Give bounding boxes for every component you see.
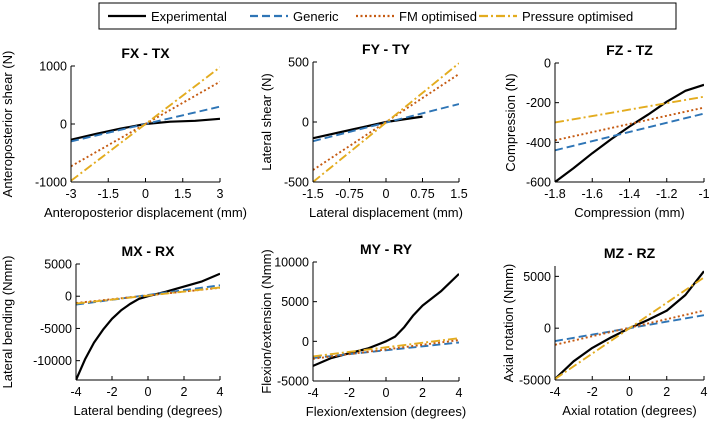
- y-tick-label: 0: [60, 118, 67, 132]
- series-line-pressure-optimised: [313, 337, 459, 358]
- y-axis-label: Axial rotation (Nmm): [501, 264, 516, 382]
- series-line-experimental: [313, 273, 459, 367]
- x-tick-label: 2: [181, 385, 188, 399]
- series-line-fm-optimised: [313, 339, 459, 360]
- chart-my-ry: -4 -2 0 2 4 -5000 0 5000 10000 MY - RY Flexion/ext…: [259, 241, 466, 419]
- x-tick-label: -2: [344, 386, 355, 400]
- y-tick-label: -400: [526, 136, 551, 150]
- x-tick-label: -1.5: [302, 187, 324, 201]
- series-line-experimental: [555, 270, 704, 380]
- chart-title: MY - RY: [360, 241, 413, 257]
- y-axis-label: Lateral shear (N): [259, 73, 274, 171]
- x-tick-label: 0: [383, 386, 390, 400]
- y-tick-label: -5000: [40, 322, 72, 336]
- x-tick-label: -2: [587, 385, 598, 399]
- x-tick-label: -1.8: [544, 187, 566, 201]
- series-line-fm-optimised: [313, 73, 459, 171]
- y-tick-label: 5000: [44, 258, 72, 272]
- x-tick-label: -4: [549, 385, 560, 399]
- x-axis-label: Anteroposterior displacement (mm): [44, 205, 247, 220]
- chart-title: MX - RX: [122, 243, 176, 259]
- x-tick-label: 1.5: [450, 187, 467, 201]
- y-axis-label: Flexion/extension (Nmm): [259, 249, 274, 394]
- y-tick-label: 0: [544, 57, 551, 71]
- chart-mx-rx: -4 -2 0 2 4 -10000 -5000 0 5000 MX - RX Lateral be…: [0, 243, 224, 418]
- chart-title: FY - TY: [362, 41, 411, 57]
- y-tick-label: -600: [526, 176, 551, 190]
- x-tick-label: 0: [145, 385, 152, 399]
- series-line-pressure-optimised: [555, 276, 704, 380]
- y-tick-label: -5000: [277, 375, 309, 389]
- legend: Experimental Generic FM optimised Pressu…: [98, 2, 677, 30]
- legend-label-generic: Generic: [293, 9, 339, 24]
- series-line-experimental: [313, 115, 423, 140]
- x-tick-label: 0.75: [410, 187, 434, 201]
- y-tick-label: 0: [544, 322, 551, 336]
- y-axis-label: Anteroposterior shear (N): [0, 51, 15, 198]
- x-axis-label: Compression (mm): [574, 205, 685, 220]
- x-tick-label: 3: [217, 187, 224, 201]
- x-tick-label: 0: [626, 385, 633, 399]
- x-tick-label: 4: [456, 386, 463, 400]
- y-tick-label: -1000: [35, 176, 67, 190]
- x-axis-label: Lateral displacement (mm): [309, 205, 463, 220]
- y-axis-label: Compression (N): [503, 73, 518, 171]
- series-line-pressure-optimised: [76, 286, 220, 305]
- series-line-experimental: [76, 272, 220, 380]
- y-tick-label: 1000: [39, 60, 67, 74]
- legend-label-pressure-optimised: Pressure optimised: [522, 9, 633, 24]
- series-line-fm-optimised: [555, 309, 704, 346]
- legend-label-experimental: Experimental: [151, 9, 227, 24]
- series-line-experimental: [555, 83, 704, 182]
- chart-title: MZ - RZ: [604, 245, 656, 261]
- chart-fy-ty: -1.5 -0.75 0 0.75 1.5 -500 0 500 FY - TY Lateral …: [259, 41, 468, 220]
- y-tick-label: 5000: [523, 270, 551, 284]
- x-tick-label: 0: [142, 187, 149, 201]
- series-line-fm-optimised: [555, 106, 704, 142]
- chart-mz-rz: -4 -2 0 2 4 -5000 0 5000 MZ - RZ Axial rotation (…: [501, 245, 708, 418]
- y-tick-label: -500: [284, 176, 309, 190]
- series-line-experimental: [71, 117, 220, 141]
- x-tick-label: -2: [106, 385, 117, 399]
- x-axis-label: Lateral bending (degrees): [74, 403, 223, 418]
- legend-label-fm-optimised: FM optimised: [399, 9, 477, 24]
- x-tick-label: 0: [383, 187, 390, 201]
- x-axis-label: Axial rotation (degrees): [562, 403, 696, 418]
- x-tick-label: -0.75: [335, 187, 364, 201]
- y-tick-label: 500: [288, 56, 309, 70]
- y-axis-label: Lateral bending (Nmm): [0, 256, 15, 389]
- x-tick-label: 2: [419, 386, 426, 400]
- y-tick-label: -10000: [33, 354, 72, 368]
- x-tick-label: -1.2: [656, 187, 678, 201]
- series-line-pressure-optimised: [313, 62, 459, 182]
- chart-title: FZ - TZ: [606, 42, 653, 58]
- x-tick-label: 4: [701, 385, 708, 399]
- y-tick-label: 0: [302, 116, 309, 130]
- x-tick-label: -4: [307, 386, 318, 400]
- x-tick-label: -1: [698, 187, 709, 201]
- chart-title: FX - TX: [121, 45, 170, 61]
- x-axis-label: Flexion/extension (degrees): [306, 404, 466, 419]
- x-tick-label: -1.5: [97, 187, 119, 201]
- y-tick-label: 0: [65, 290, 72, 304]
- chart-fz-tz: -1.8 -1.6 -1.4 -1.2 -1 -600 -400 -200 0 FZ - TZ Co…: [503, 42, 709, 220]
- y-tick-label: 5000: [281, 295, 309, 309]
- x-tick-label: -1.6: [581, 187, 603, 201]
- series-line-pressure-optimised: [555, 95, 704, 124]
- y-tick-label: -5000: [519, 374, 551, 388]
- x-tick-label: 4: [217, 385, 224, 399]
- y-tick-label: -200: [526, 96, 551, 110]
- x-tick-label: -3: [65, 187, 76, 201]
- y-tick-label: 0: [302, 335, 309, 349]
- series-line-generic: [555, 112, 704, 152]
- x-tick-label: 1.5: [174, 187, 191, 201]
- x-tick-label: -4: [70, 385, 81, 399]
- chart-fx-tx: -3 -1.5 0 1.5 3 -1000 0 1000 FX - TX Anteroposter…: [0, 45, 247, 220]
- x-tick-label: -1.4: [619, 187, 641, 201]
- x-tick-label: 2: [663, 385, 670, 399]
- series-line-pressure-optimised: [71, 66, 220, 182]
- y-tick-label: 10000: [274, 256, 309, 270]
